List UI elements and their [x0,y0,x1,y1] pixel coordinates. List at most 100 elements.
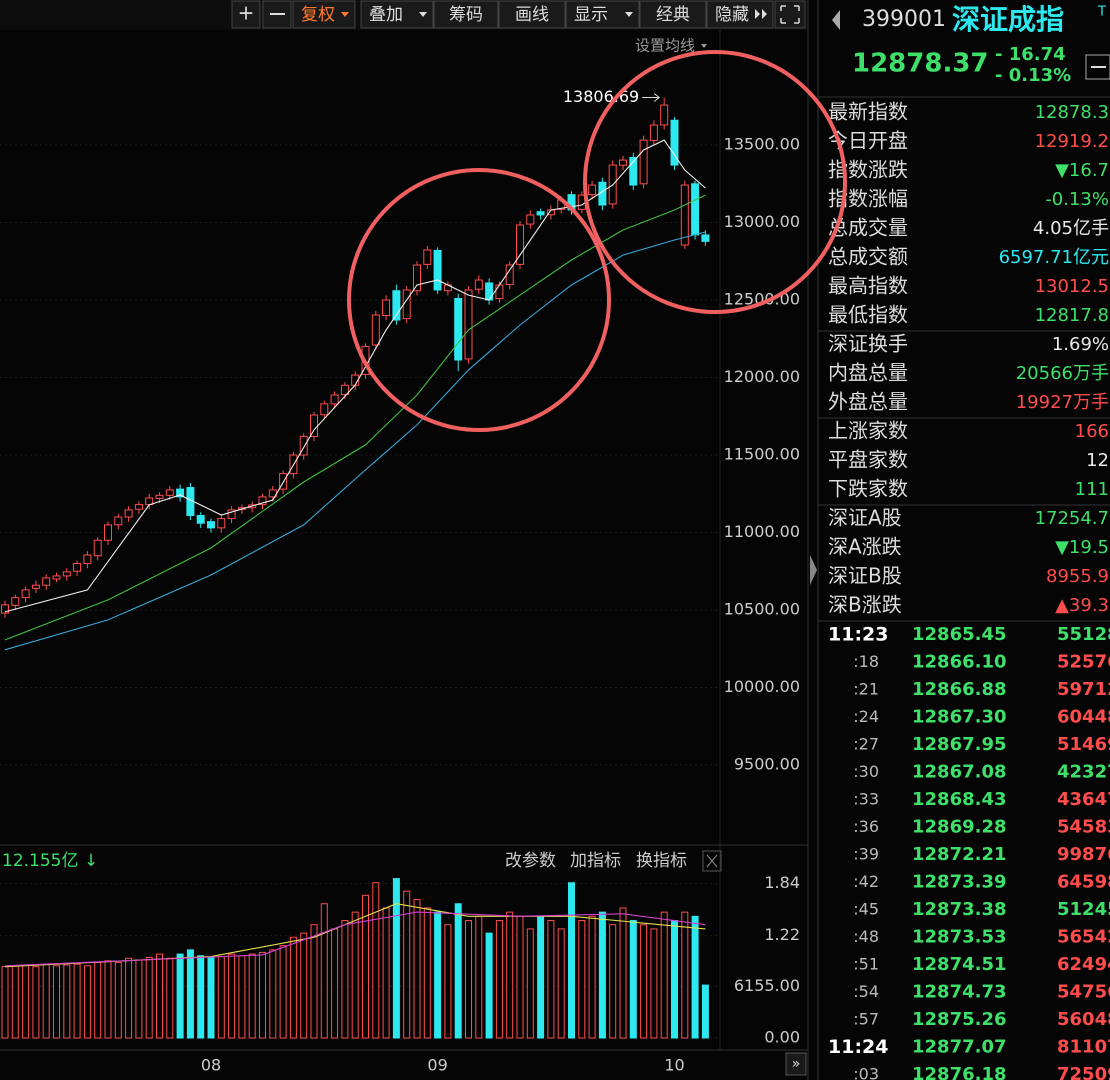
candle-body [62,571,71,577]
scroll-icon: » [792,1056,801,1072]
index-code: 399001 [862,7,946,32]
candle-body [423,249,432,265]
candle-body [176,488,185,498]
tick-price: 12874.51 [912,954,1007,975]
volume-bar [310,924,318,1039]
tick-volume: 51245 [1057,899,1110,920]
volume-bar [413,899,421,1039]
tick-time: :42 [853,872,879,891]
candle-body [464,289,473,360]
indicator-button[interactable]: 换指标 [636,851,687,871]
quote-label: 深B涨跌 [828,593,902,617]
quote-value: -0.13% [1045,189,1109,210]
tick-time: :03 [853,1065,879,1080]
y-tick-label: 13000.00 [724,212,800,231]
tick-time: :54 [853,982,879,1001]
quote-value: 111 [1075,479,1109,500]
tick-price: 12872.21 [912,844,1007,865]
tick-price: 12866.88 [912,679,1007,700]
quote-value: 12 [1086,450,1109,471]
hide-arrows [755,9,767,19]
volume-bar [506,911,514,1039]
tick-volume: 81107 [1057,1037,1110,1058]
toolbar-label: 经典 [656,5,690,25]
quote-value: 8955.9 [1046,566,1109,587]
tick-price: 12876.18 [912,1064,1007,1080]
close-icon [706,854,718,868]
volume-bar [228,953,236,1039]
candle-body [330,394,339,405]
indicator-button[interactable]: 加指标 [570,851,621,871]
quote-value: 12919.2 [1035,131,1109,152]
index-flag: T [1097,5,1106,20]
last-price: 12878.37 [852,49,989,79]
toolbar-button[interactable] [639,0,707,29]
volume-bar [485,932,493,1039]
quote-label: 指数涨幅 [828,187,908,211]
volume-bar [341,920,349,1039]
volume-bar [660,911,668,1039]
toolbar-label: 隐藏 [715,5,749,25]
volume-bar [403,890,411,1039]
toolbar-button[interactable] [433,0,499,29]
tick-volume: 42327 [1057,762,1110,783]
volume-bar [640,924,648,1039]
candle-body [93,539,102,557]
tick-price: 12874.73 [912,982,1007,1003]
volume-bar [207,956,215,1039]
moving-average [4,194,706,641]
volume-bar [454,903,462,1039]
minus-button[interactable] [1085,54,1110,80]
candle-body [299,435,308,456]
tick-volume: 56048 [1057,1009,1110,1030]
close-button[interactable] [702,850,722,872]
volume-bar [588,915,596,1039]
volume-bar [114,961,122,1039]
volume-bar [73,963,81,1039]
quote-label: 最高指数 [828,274,908,298]
price-change: - 16.74 [995,44,1066,65]
highlight-circle [583,50,847,314]
quote-value: 13012.5 [1035,276,1109,297]
fullscreen-button[interactable] [774,0,806,29]
ma-settings[interactable]: 设置均线 [635,37,695,55]
collapse-arrow[interactable] [810,555,817,585]
volume-bar [578,920,586,1039]
candle-body [227,509,236,520]
quote-label: 深证B股 [828,564,902,588]
volume-bar [557,928,565,1039]
y-tick-label: 1.22 [764,925,800,944]
zoom-in-button[interactable] [231,0,261,29]
volume-bar [516,915,524,1039]
candle-body [207,521,215,529]
tick-price: 12875.26 [912,1009,1007,1030]
volume-bar [135,959,143,1039]
volume-bar [619,907,627,1039]
prev-arrow[interactable] [832,10,840,30]
candle-body [588,184,597,196]
volume-bar [300,932,308,1039]
quote-label: 下跌家数 [828,477,908,501]
quote-label: 平盘家数 [828,448,908,472]
quote-label: 最低指数 [828,303,908,327]
y-tick-label: 9500.00 [734,754,800,773]
tick-price: 12866.10 [912,652,1007,673]
toolbar-button[interactable] [565,0,640,29]
volume-bar [125,957,133,1039]
tick-time: :51 [853,955,879,974]
quote-label: 总成交额 [828,245,908,269]
candle-body [526,214,535,225]
volume-bar [475,915,483,1039]
moving-average [4,139,706,613]
scroll-button[interactable] [785,1052,807,1076]
quote-value: 12878.3 [1035,102,1109,123]
indicator-button[interactable]: 改参数 [505,851,556,871]
price-change-pct: - 0.13% [995,65,1071,86]
fullscreen-icon [780,5,800,24]
volume-bar [63,964,71,1039]
toolbar-button[interactable] [498,0,566,29]
y-tick-label: 0.00 [764,1028,800,1047]
candle-body [392,290,401,321]
volume-bar [434,911,442,1039]
